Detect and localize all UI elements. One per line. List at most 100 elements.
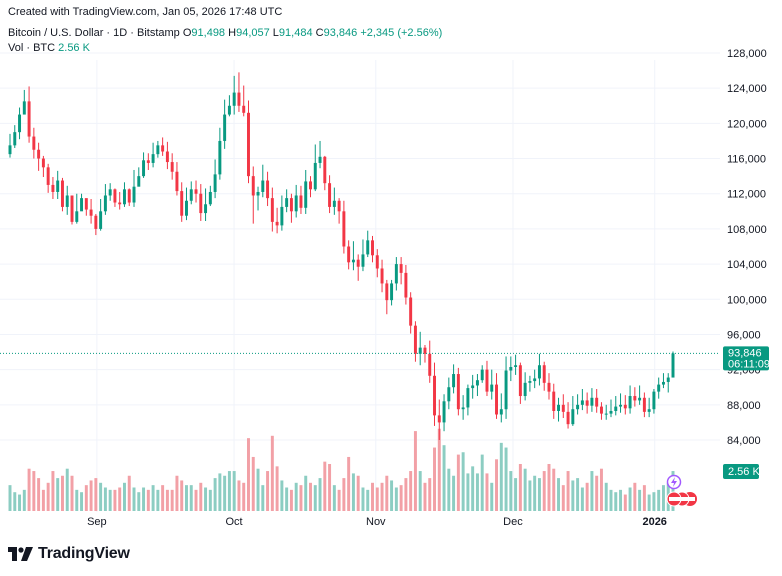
volume-bar: [652, 492, 656, 511]
volume-bar: [328, 464, 332, 511]
tradingview-logo-icon: [8, 547, 33, 561]
volume-bar: [275, 466, 279, 511]
volume-bar: [261, 485, 265, 511]
candle-body: [127, 189, 131, 203]
volume-bar: [294, 482, 298, 511]
volume-bar: [51, 471, 55, 511]
candle-body: [528, 381, 532, 383]
volume-bar: [313, 485, 317, 511]
volume-bar: [218, 473, 222, 511]
volume-bar: [371, 482, 374, 511]
candle-body: [242, 105, 246, 113]
volume-bar: [165, 489, 169, 511]
candle-body: [60, 180, 64, 207]
candle-body: [638, 397, 642, 401]
candle-body: [113, 189, 117, 203]
candle-body: [13, 132, 17, 146]
volume-bar: [41, 489, 45, 511]
candle-body: [165, 151, 169, 163]
volume-bar: [113, 489, 117, 511]
candle-body: [18, 114, 22, 133]
candle-body: [70, 195, 74, 222]
candle-body: [471, 385, 475, 389]
candle-body: [161, 145, 165, 152]
volume-bar: [280, 480, 284, 511]
volume-bar: [485, 473, 489, 511]
volume-bar: [452, 475, 456, 511]
candle-body: [151, 154, 155, 163]
volume-bar: [122, 482, 126, 511]
volume-bar: [251, 456, 255, 511]
candle-body: [256, 191, 260, 196]
volume-bar: [361, 487, 365, 511]
candlestick-chart[interactable]: 128,000 124,000 120,000 116,000 112,000 108,0…: [0, 0, 782, 540]
time-axis[interactable]: Sep Oct Nov Dec 2026: [87, 516, 667, 528]
volume-legend: Vol · BTC 2.56 K: [8, 42, 90, 54]
volume-bar: [480, 454, 484, 511]
high-label: H: [228, 27, 237, 39]
volume-bar: [223, 475, 227, 511]
volume-bar: [428, 478, 432, 511]
tradingview-logo[interactable]: TradingView: [8, 545, 130, 563]
candle-body: [280, 206, 284, 226]
price-axis[interactable]: 128,000 124,000 120,000 116,000 112,000 108,0…: [727, 48, 767, 447]
volume-bar: [89, 480, 93, 511]
volume-bar: [242, 482, 246, 511]
candle-body: [347, 246, 351, 263]
candle-body: [371, 240, 374, 256]
candle-body: [22, 101, 26, 115]
volume-label[interactable]: Vol · BTC: [8, 42, 56, 54]
event-icons[interactable]: [666, 474, 697, 507]
volume-bar: [256, 468, 260, 511]
symbol-title[interactable]: Bitcoin / U.S. Dollar · 1D · Bitstamp: [8, 27, 180, 39]
low-label: L: [272, 27, 279, 39]
candle-body: [590, 397, 594, 406]
volume-bar: [504, 447, 508, 511]
time-tick-label: Sep: [87, 516, 107, 528]
candle-body: [666, 377, 670, 382]
candle-body: [561, 404, 565, 412]
flag-stripe-3: [685, 497, 695, 501]
candle-body: [485, 369, 489, 392]
candle-body: [294, 195, 298, 212]
flag-stripe: [669, 497, 679, 501]
candle-body: [237, 92, 241, 106]
candle-body: [289, 198, 293, 212]
price-tick-label: 84,000: [727, 435, 761, 447]
price-tick-label: 88,000: [727, 400, 761, 412]
price-tick-label: 108,000: [727, 224, 767, 236]
volume-bar: [8, 485, 12, 511]
volume-bar: [380, 482, 384, 511]
candle-body: [542, 365, 546, 383]
volume-bar: [94, 478, 98, 511]
price-tick-label: 116,000: [727, 154, 766, 166]
volume-bar: [65, 468, 69, 511]
candle-body: [232, 92, 236, 106]
candle-body: [213, 174, 217, 192]
candle-body: [122, 189, 126, 205]
candle-body: [175, 171, 179, 192]
candle-body: [56, 180, 60, 192]
volume-bar: [394, 487, 398, 511]
candle-body: [380, 268, 384, 284]
volume-bar: [204, 487, 208, 511]
volume-bar: [375, 487, 379, 511]
price-tick-label: 104,000: [727, 259, 767, 271]
candle-body: [523, 382, 527, 397]
candle-body: [504, 370, 508, 410]
candle-body: [466, 388, 470, 408]
price-badge: 93,846 06:11:09: [723, 346, 770, 371]
volume-bar: [194, 489, 198, 511]
candle-body: [51, 184, 55, 192]
volume-bar: [27, 468, 31, 511]
change-value: +2,345 (+2.56%): [360, 27, 443, 39]
candle-body: [356, 259, 360, 267]
candle-body: [80, 198, 84, 212]
candle-body: [623, 404, 627, 409]
candle-body: [94, 215, 98, 229]
volume-bar: [285, 487, 289, 511]
candle-body: [318, 156, 322, 163]
volume-bar: [46, 482, 50, 511]
candle-body: [342, 211, 346, 247]
candle-body: [41, 158, 45, 168]
